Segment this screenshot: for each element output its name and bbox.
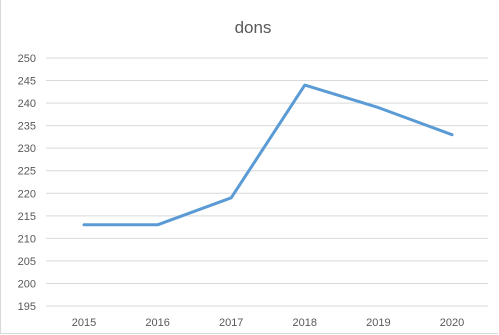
x-tick-label: 2016 bbox=[145, 317, 169, 329]
y-tick-label: 250 bbox=[18, 53, 36, 65]
y-tick-label: 215 bbox=[18, 211, 36, 223]
x-tick-label: 2017 bbox=[219, 317, 243, 329]
y-tick-label: 245 bbox=[18, 76, 36, 88]
x-tick-label: 2015 bbox=[72, 317, 96, 329]
y-tick-label: 200 bbox=[18, 278, 36, 290]
x-tick-label: 2019 bbox=[366, 317, 390, 329]
y-tick-label: 235 bbox=[18, 121, 36, 133]
y-tick-label: 220 bbox=[18, 188, 36, 200]
y-tick-label: 195 bbox=[18, 301, 36, 313]
y-axis-ticks: 195 200 205 210 215 220 225 230 235 240 245 250 bbox=[18, 53, 36, 313]
y-tick-label: 205 bbox=[18, 256, 36, 268]
y-tick-label: 240 bbox=[18, 98, 36, 110]
x-tick-label: 2020 bbox=[440, 317, 464, 329]
gridlines bbox=[46, 57, 488, 307]
x-axis-ticks: 2015 2016 2017 2018 2019 2020 bbox=[72, 317, 464, 329]
series-line bbox=[82, 83, 454, 227]
y-tick-label: 230 bbox=[18, 143, 36, 155]
y-tick-label: 225 bbox=[18, 166, 36, 178]
x-tick-label: 2018 bbox=[293, 317, 317, 329]
y-tick-label: 210 bbox=[18, 233, 36, 245]
chart-title: dons bbox=[235, 18, 272, 37]
